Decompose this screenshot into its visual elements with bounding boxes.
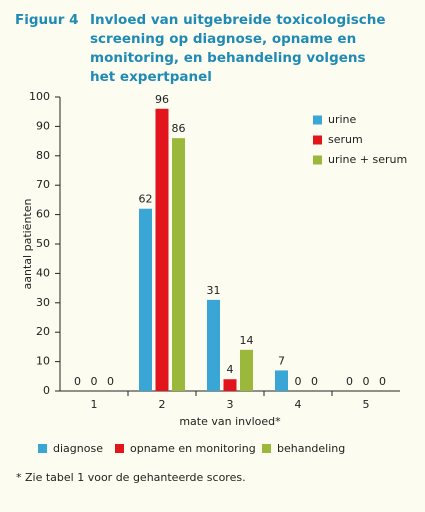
y-tick-label: 90 xyxy=(36,119,50,132)
value-label: 96 xyxy=(155,93,169,106)
x-axis-label: mate van invloed* xyxy=(179,415,281,428)
value-label: 4 xyxy=(227,363,234,376)
legend-label: urine + serum xyxy=(328,153,407,166)
bar xyxy=(155,108,169,391)
y-tick-label: 50 xyxy=(36,237,50,250)
bar xyxy=(172,138,185,391)
bar xyxy=(275,370,288,391)
y-tick-label: 40 xyxy=(36,266,50,279)
y-tick-label: 60 xyxy=(36,208,50,221)
bar xyxy=(240,349,253,391)
chart-title: Invloed van uitgebreide toxicologische s… xyxy=(90,12,386,85)
value-label: 62 xyxy=(139,193,153,206)
value-label: 14 xyxy=(240,334,254,347)
x-tick-label: 2 xyxy=(159,398,166,411)
value-label: 0 xyxy=(91,375,98,388)
legend-label: diagnose xyxy=(53,442,103,455)
legend-swatch xyxy=(313,155,322,165)
bar xyxy=(139,208,152,391)
x-tick-label: 4 xyxy=(295,398,302,411)
value-label: 0 xyxy=(379,375,386,388)
value-label: 0 xyxy=(107,375,114,388)
y-tick-label: 10 xyxy=(36,355,50,368)
legend-swatch xyxy=(313,135,322,145)
legend-label: behandeling xyxy=(277,442,345,455)
legend-swatch xyxy=(38,444,47,453)
value-label: 31 xyxy=(207,284,221,297)
legend-swatch xyxy=(115,444,124,453)
legend-label: serum xyxy=(328,133,363,146)
y-tick-label: 80 xyxy=(36,149,50,162)
value-label: 0 xyxy=(74,375,81,388)
value-label: 7 xyxy=(278,354,285,367)
x-tick-label: 5 xyxy=(363,398,370,411)
legend-label: opname en monitoring xyxy=(130,442,256,455)
bar xyxy=(207,299,220,391)
x-tick-label: 1 xyxy=(91,398,98,411)
y-tick-label: 100 xyxy=(29,90,50,103)
legend-swatch xyxy=(262,444,271,453)
value-label: 0 xyxy=(363,375,370,388)
bar xyxy=(223,379,237,391)
value-label: 86 xyxy=(172,122,186,135)
value-label: 0 xyxy=(311,375,318,388)
x-tick-label: 3 xyxy=(227,398,234,411)
y-tick-label: 70 xyxy=(36,178,50,191)
y-axis-label: aantal patiënten xyxy=(21,199,34,290)
y-tick-label: 20 xyxy=(36,325,50,338)
value-label: 0 xyxy=(295,375,302,388)
legend-swatch xyxy=(313,115,322,125)
y-tick-label: 30 xyxy=(36,296,50,309)
legend-label: urine xyxy=(328,113,357,126)
footnote: * Zie tabel 1 voor de gehanteerde scores… xyxy=(16,471,246,484)
figure-label: Figuur 4 xyxy=(15,12,79,28)
y-tick-label: 0 xyxy=(43,384,50,397)
value-label: 0 xyxy=(346,375,353,388)
